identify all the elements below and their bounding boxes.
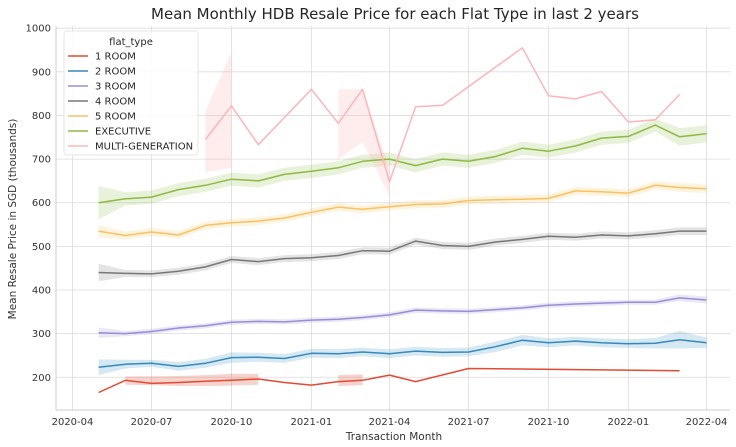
series-line [98,367,680,394]
legend-entry: 3 ROOM [95,82,136,93]
series-lines [98,47,707,394]
legend-entry: EXECUTIVE [95,127,151,138]
y-tick-label: 800 [32,111,51,122]
ci-band [205,52,232,173]
ci-band [98,294,707,338]
y-tick-label: 200 [32,373,51,384]
axes: 2020-04 2020-07 2020-10 2021-01 2021-04 2021-… [26,24,730,428]
y-tick-label: 500 [32,242,51,253]
y-tick-label: 900 [32,67,51,78]
y-tick-label: 700 [32,155,51,166]
y-tick-label: 1000 [26,24,51,35]
legend-entry: MULTI-GENERATION [95,142,193,153]
ci-band [98,118,707,220]
x-tick-label: 2021-07 [448,417,490,428]
legend-entry: 5 ROOM [95,112,136,123]
legend-entry: 2 ROOM [95,67,136,78]
y-tick-label: 400 [32,286,51,297]
series-line [98,230,707,275]
ci-band [98,181,707,240]
series-line [98,124,707,204]
x-tick-label: 2022-01 [607,417,649,428]
y-axis-label: Mean Resale Price in SGD (thousands) [7,119,19,320]
x-tick-label: 2021-10 [528,417,570,428]
legend: flat_type 1 ROOM 2 ROOM 3 ROOM 4 ROOM 5 ROOM E… [63,30,199,156]
x-tick-label: 2022-04 [686,417,728,428]
x-tick-label: 2020-10 [211,417,253,428]
series-line [98,297,707,335]
gridlines [56,26,730,410]
legend-title: flat_type [109,37,153,48]
y-tick-label: 300 [32,329,51,340]
ci-band [338,89,390,197]
ci-band [338,374,363,386]
x-axis-label: Transaction Month [345,431,442,443]
x-tick-label: 2020-07 [131,417,173,428]
y-tick-label: 600 [32,198,51,209]
x-tick-label: 2021-04 [369,417,411,428]
series-line [204,47,681,183]
legend-box [63,30,199,156]
series-line [98,338,707,368]
series-line [98,184,707,237]
ci-band [98,227,707,282]
x-tick-label: 2020-04 [52,417,94,428]
legend-entry: 1 ROOM [95,52,136,63]
legend-entry: 4 ROOM [95,97,136,108]
x-tick-label: 2021-01 [290,417,332,428]
chart-title: Mean Monthly HDB Resale Price for each F… [151,5,639,23]
